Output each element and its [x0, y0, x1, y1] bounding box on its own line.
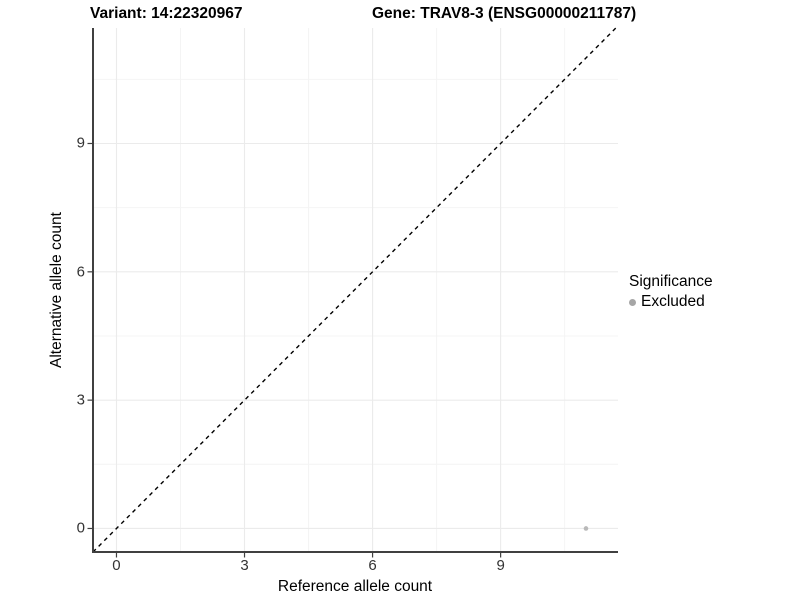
legend-items: Excluded — [629, 293, 713, 311]
y-axis-label: Alternative allele count — [48, 212, 65, 368]
x-tick-label: 6 — [368, 557, 377, 574]
legend-title: Significance — [629, 273, 713, 290]
diagonal-reference-line — [92, 27, 617, 553]
legend-item-label: Excluded — [641, 293, 705, 310]
y-tick-label: 3 — [76, 391, 85, 409]
legend-item: Excluded — [629, 293, 713, 311]
gene-title: Gene: TRAV8-3 (ENSG00000211787) — [372, 5, 637, 22]
legend-point-icon — [629, 298, 636, 306]
x-tick-label: 9 — [496, 557, 505, 574]
data-point — [583, 526, 589, 531]
y-tick-label: 0 — [76, 519, 85, 537]
variant-title: Variant: 14:22320967 — [90, 5, 243, 22]
legend: Significance Excluded — [629, 273, 713, 311]
y-tick-label: 9 — [76, 134, 85, 152]
x-tick-label: 0 — [112, 557, 121, 574]
x-tick-label: 3 — [240, 557, 249, 574]
x-axis-label: Reference allele count — [277, 578, 433, 595]
y-tick-label: 6 — [76, 263, 85, 281]
